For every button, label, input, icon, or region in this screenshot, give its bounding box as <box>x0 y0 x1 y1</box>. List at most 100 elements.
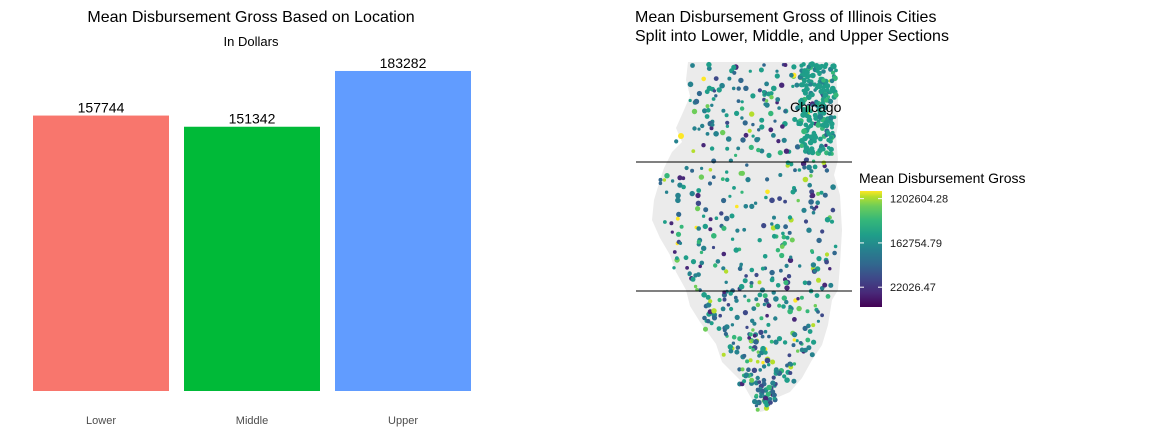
city-point <box>763 102 768 107</box>
bar-value-label-lower: 157744 <box>78 100 125 116</box>
city-point <box>834 68 838 73</box>
city-point <box>767 363 771 367</box>
city-point <box>814 205 819 209</box>
city-point <box>798 82 804 88</box>
city-point <box>825 130 830 135</box>
city-point <box>701 143 706 148</box>
city-point <box>754 272 759 278</box>
city-point <box>759 124 765 130</box>
city-point <box>702 223 708 230</box>
city-point <box>738 77 744 84</box>
city-point <box>693 284 698 289</box>
city-point <box>765 177 770 182</box>
city-point <box>717 297 722 303</box>
city-point <box>809 169 814 174</box>
city-point <box>832 250 837 256</box>
city-point <box>754 404 759 408</box>
city-point <box>805 105 811 111</box>
city-point <box>769 339 774 344</box>
city-point <box>742 310 749 316</box>
city-point <box>813 269 817 273</box>
city-point <box>710 103 714 108</box>
city-point <box>816 107 822 112</box>
city-point <box>808 199 814 205</box>
city-point <box>783 280 789 286</box>
city-point <box>816 319 821 323</box>
city-point <box>742 353 747 358</box>
city-point <box>734 153 738 157</box>
city-point <box>728 194 732 198</box>
city-point <box>819 123 824 127</box>
city-point <box>721 197 727 204</box>
city-point <box>802 325 808 331</box>
city-point <box>679 224 684 229</box>
map-title-line-2: Split into Lower, Middle, and Upper Sect… <box>635 28 949 45</box>
city-point <box>720 129 726 136</box>
city-point <box>811 130 817 136</box>
city-point <box>783 148 790 154</box>
city-point <box>690 276 696 282</box>
city-point <box>799 97 804 102</box>
city-point <box>757 292 763 298</box>
city-point <box>748 69 752 73</box>
city-point <box>710 123 715 127</box>
city-point <box>822 282 828 288</box>
city-point <box>828 90 833 95</box>
city-point <box>799 143 804 148</box>
city-point <box>824 168 830 173</box>
city-point <box>787 215 793 220</box>
city-point <box>757 280 762 285</box>
city-point <box>818 136 823 142</box>
city-point <box>711 175 716 180</box>
city-point <box>769 277 775 283</box>
city-point <box>675 192 681 199</box>
city-point <box>688 98 692 103</box>
city-point <box>727 76 732 81</box>
city-point <box>693 98 700 105</box>
city-point <box>698 264 702 269</box>
city-point <box>762 63 766 67</box>
city-point <box>699 260 705 266</box>
city-point <box>740 100 744 104</box>
city-point <box>695 206 701 212</box>
city-point <box>663 220 667 224</box>
city-point <box>755 387 761 393</box>
city-point <box>759 316 764 321</box>
city-point <box>769 95 774 100</box>
city-point <box>757 128 761 132</box>
city-point <box>677 182 683 188</box>
city-point <box>760 266 765 271</box>
city-point <box>676 211 682 217</box>
city-point <box>742 278 748 284</box>
city-point <box>756 350 760 354</box>
city-point <box>687 271 692 276</box>
city-point <box>759 394 763 399</box>
city-point <box>810 92 815 98</box>
city-point <box>687 81 694 88</box>
city-point <box>830 70 836 75</box>
x-tick-label-middle: Middle <box>236 415 268 427</box>
city-point <box>751 348 755 352</box>
city-point <box>742 120 748 126</box>
city-point <box>829 219 835 224</box>
city-point <box>708 299 713 304</box>
city-point <box>816 237 822 244</box>
city-point <box>816 191 821 196</box>
city-point <box>821 160 827 166</box>
city-point <box>709 321 714 326</box>
city-point <box>749 377 755 383</box>
city-point <box>719 211 724 216</box>
city-point <box>809 174 813 178</box>
city-point <box>690 259 697 265</box>
city-point <box>752 398 758 405</box>
city-point <box>779 268 783 273</box>
city-point <box>742 227 747 232</box>
city-point <box>768 400 773 405</box>
city-point <box>807 139 814 146</box>
city-point <box>713 76 719 81</box>
city-point <box>819 190 824 195</box>
city-point <box>658 177 663 182</box>
city-point <box>729 306 734 312</box>
city-point <box>751 122 755 127</box>
city-point <box>830 184 836 190</box>
